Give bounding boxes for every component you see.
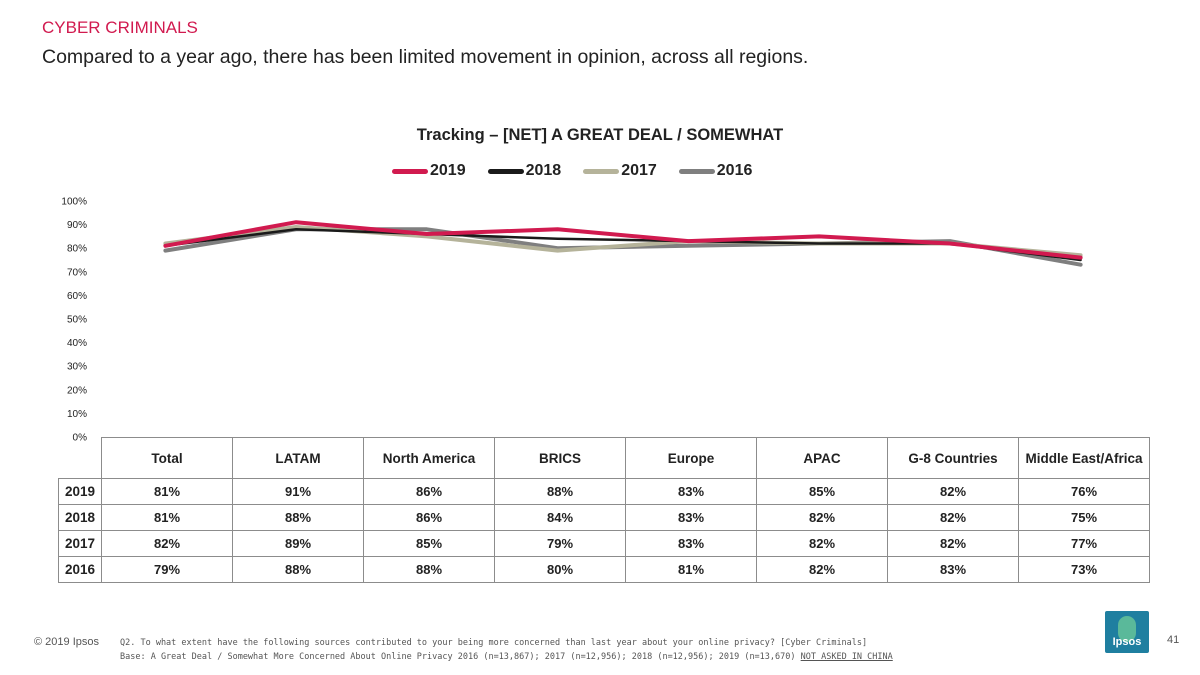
table-cell: 88% xyxy=(494,478,626,505)
legend-item-2019: 2019 xyxy=(392,162,466,180)
legend-swatch xyxy=(392,168,428,174)
column-header-apac: APAC xyxy=(756,437,888,479)
table-row: 2016 79% 88% 88% 80% 81% 82% 83% 73% xyxy=(58,556,1150,583)
legend-swatch xyxy=(678,168,715,174)
table-cell: 89% xyxy=(232,530,364,557)
table-cell: 84% xyxy=(494,504,626,531)
chart-legend: 2019 2018 2017 2016 xyxy=(392,162,752,180)
table-cell: 82% xyxy=(101,530,233,557)
table-cell: 82% xyxy=(756,556,888,583)
table-cell: 86% xyxy=(363,478,495,505)
legend-label: 2017 xyxy=(621,162,657,179)
table-cell: 81% xyxy=(625,556,757,583)
section-title: CYBER CRIMINALS xyxy=(42,18,198,37)
row-year-label: 2017 xyxy=(58,530,102,557)
table-cell: 83% xyxy=(625,478,757,505)
legend-swatch xyxy=(583,168,620,174)
table-cell: 82% xyxy=(887,530,1019,557)
row-year-label: 2018 xyxy=(58,504,102,531)
table-cell: 88% xyxy=(363,556,495,583)
table-cell: 85% xyxy=(756,478,888,505)
ipsos-logo-text: Ipsos xyxy=(1112,636,1142,648)
y-tick-label: 50% xyxy=(67,315,87,326)
table-cell: 81% xyxy=(101,504,233,531)
column-header-g-8-countries: G-8 Countries xyxy=(887,437,1019,479)
footnote-not-asked: NOT ASKED IN CHINA xyxy=(800,652,893,662)
ipsos-logo: Ipsos xyxy=(1105,611,1149,653)
y-tick-label: 10% xyxy=(67,409,87,420)
column-header-north-america: North America xyxy=(363,437,495,479)
table-row: 2017 82% 89% 85% 79% 83% 82% 82% 77% xyxy=(58,530,1150,557)
y-tick-label: 90% xyxy=(67,220,87,231)
page-number: 41 xyxy=(1167,634,1180,646)
legend-label: 2018 xyxy=(525,162,562,179)
legend-label: 2019 xyxy=(430,162,466,179)
column-header-middle-east-africa: Middle East/Africa xyxy=(1018,437,1150,479)
table-cell: 91% xyxy=(232,478,364,505)
table-cell: 75% xyxy=(1018,504,1150,531)
data-table: Total LATAM North America BRICS Europe APAC G-… xyxy=(58,437,1150,583)
table-cell: 81% xyxy=(101,478,233,505)
y-tick-label: 70% xyxy=(67,267,87,278)
chart-title: Tracking – [NET] A GREAT DEAL / SOMEWHAT xyxy=(416,126,784,144)
column-header-europe: Europe xyxy=(625,437,757,479)
y-tick-label: 60% xyxy=(67,291,87,302)
table-cell: 88% xyxy=(232,556,364,583)
legend-label: 2016 xyxy=(716,162,753,179)
table-cell: 79% xyxy=(494,530,626,557)
headline: Compared to a year ago, there has been l… xyxy=(42,46,809,68)
table-cell: 86% xyxy=(363,504,495,531)
copyright: © 2019 Ipsos xyxy=(34,636,99,648)
footnote-question: Q2. To what extent have the following so… xyxy=(120,638,868,648)
table-cell: 76% xyxy=(1018,478,1150,505)
column-header-total: Total xyxy=(101,437,233,479)
y-tick-label: 80% xyxy=(67,244,87,255)
y-tick-label: 40% xyxy=(67,338,87,349)
table-cell: 77% xyxy=(1018,530,1150,557)
table-row: 2019 81% 91% 86% 88% 83% 85% 82% 76% xyxy=(58,478,1150,505)
table-cell: 85% xyxy=(363,530,495,557)
table-cell: 83% xyxy=(625,504,757,531)
ipsos-logo-mark xyxy=(1118,616,1136,642)
table-cell: 82% xyxy=(887,478,1019,505)
table-cell: 82% xyxy=(756,530,888,557)
row-year-label: 2016 xyxy=(58,556,102,583)
y-tick-label: 30% xyxy=(67,362,87,373)
legend-swatch xyxy=(487,168,524,174)
table-cell: 83% xyxy=(887,556,1019,583)
table-cell: 73% xyxy=(1018,556,1150,583)
legend-item-2018: 2018 xyxy=(487,162,562,180)
footnote: Q2. To what extent have the following so… xyxy=(120,636,893,664)
y-tick-label: 20% xyxy=(67,385,87,396)
row-year-label: 2019 xyxy=(58,478,102,505)
legend-item-2016: 2016 xyxy=(678,162,753,180)
series-line-2019 xyxy=(163,220,1083,260)
legend-item-2017: 2017 xyxy=(583,162,657,180)
table-cell: 88% xyxy=(232,504,364,531)
table-cell: 79% xyxy=(101,556,233,583)
y-tick-label: 100% xyxy=(61,197,87,208)
table-cell: 82% xyxy=(756,504,888,531)
table-row: 2018 81% 88% 86% 84% 83% 82% 82% 75% xyxy=(58,504,1150,531)
table-cell: 83% xyxy=(625,530,757,557)
table-cell: 82% xyxy=(887,504,1019,531)
footnote-base: Base: A Great Deal / Somewhat More Conce… xyxy=(120,650,893,664)
column-header-latam: LATAM xyxy=(232,437,364,479)
footnote-base-text: Base: A Great Deal / Somewhat More Conce… xyxy=(120,652,796,662)
table-corner xyxy=(58,437,102,479)
table-cell: 80% xyxy=(494,556,626,583)
column-header-brics: BRICS xyxy=(494,437,626,479)
